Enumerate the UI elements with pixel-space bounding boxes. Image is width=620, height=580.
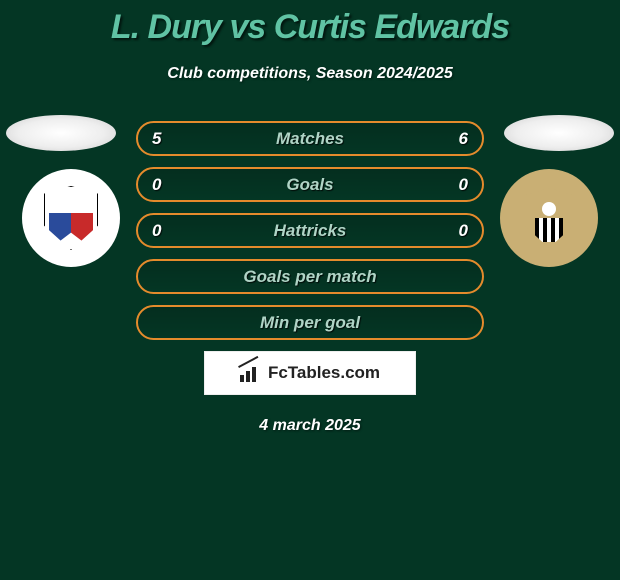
stat-left-value: 0 [152, 175, 161, 195]
subtitle: Club competitions, Season 2024/2025 [0, 65, 620, 83]
stat-label: Min per goal [260, 313, 360, 333]
stat-right-value: 0 [459, 175, 468, 195]
club-logo-right [500, 169, 598, 267]
stat-rows: 5 Matches 6 0 Goals 0 0 Hattricks 0 Goal… [136, 121, 484, 340]
stat-right-value: 0 [459, 221, 468, 241]
page-title: L. Dury vs Curtis Edwards [0, 0, 620, 47]
barrow-crest-icon [44, 186, 98, 250]
player-right-oval [504, 115, 614, 151]
player-left-oval [6, 115, 116, 151]
stat-right-value: 6 [459, 129, 468, 149]
stat-row-goals: 0 Goals 0 [136, 167, 484, 202]
stat-label: Goals per match [243, 267, 376, 287]
stat-row-matches: 5 Matches 6 [136, 121, 484, 156]
notts-county-crest-icon [524, 188, 574, 248]
watermark-link[interactable]: FcTables.com [204, 351, 416, 395]
stat-row-hattricks: 0 Hattricks 0 [136, 213, 484, 248]
club-logo-left [22, 169, 120, 267]
date-text: 4 march 2025 [0, 417, 620, 435]
stat-row-min-per-goal: Min per goal [136, 305, 484, 340]
stat-left-value: 0 [152, 221, 161, 241]
stat-row-goals-per-match: Goals per match [136, 259, 484, 294]
stat-left-value: 5 [152, 129, 161, 149]
stat-label: Goals [286, 175, 333, 195]
stat-label: Matches [276, 129, 344, 149]
bar-chart-icon [240, 364, 262, 382]
stat-label: Hattricks [274, 221, 347, 241]
comparison-area: 5 Matches 6 0 Goals 0 0 Hattricks 0 Goal… [0, 121, 620, 435]
watermark-text: FcTables.com [268, 363, 380, 383]
